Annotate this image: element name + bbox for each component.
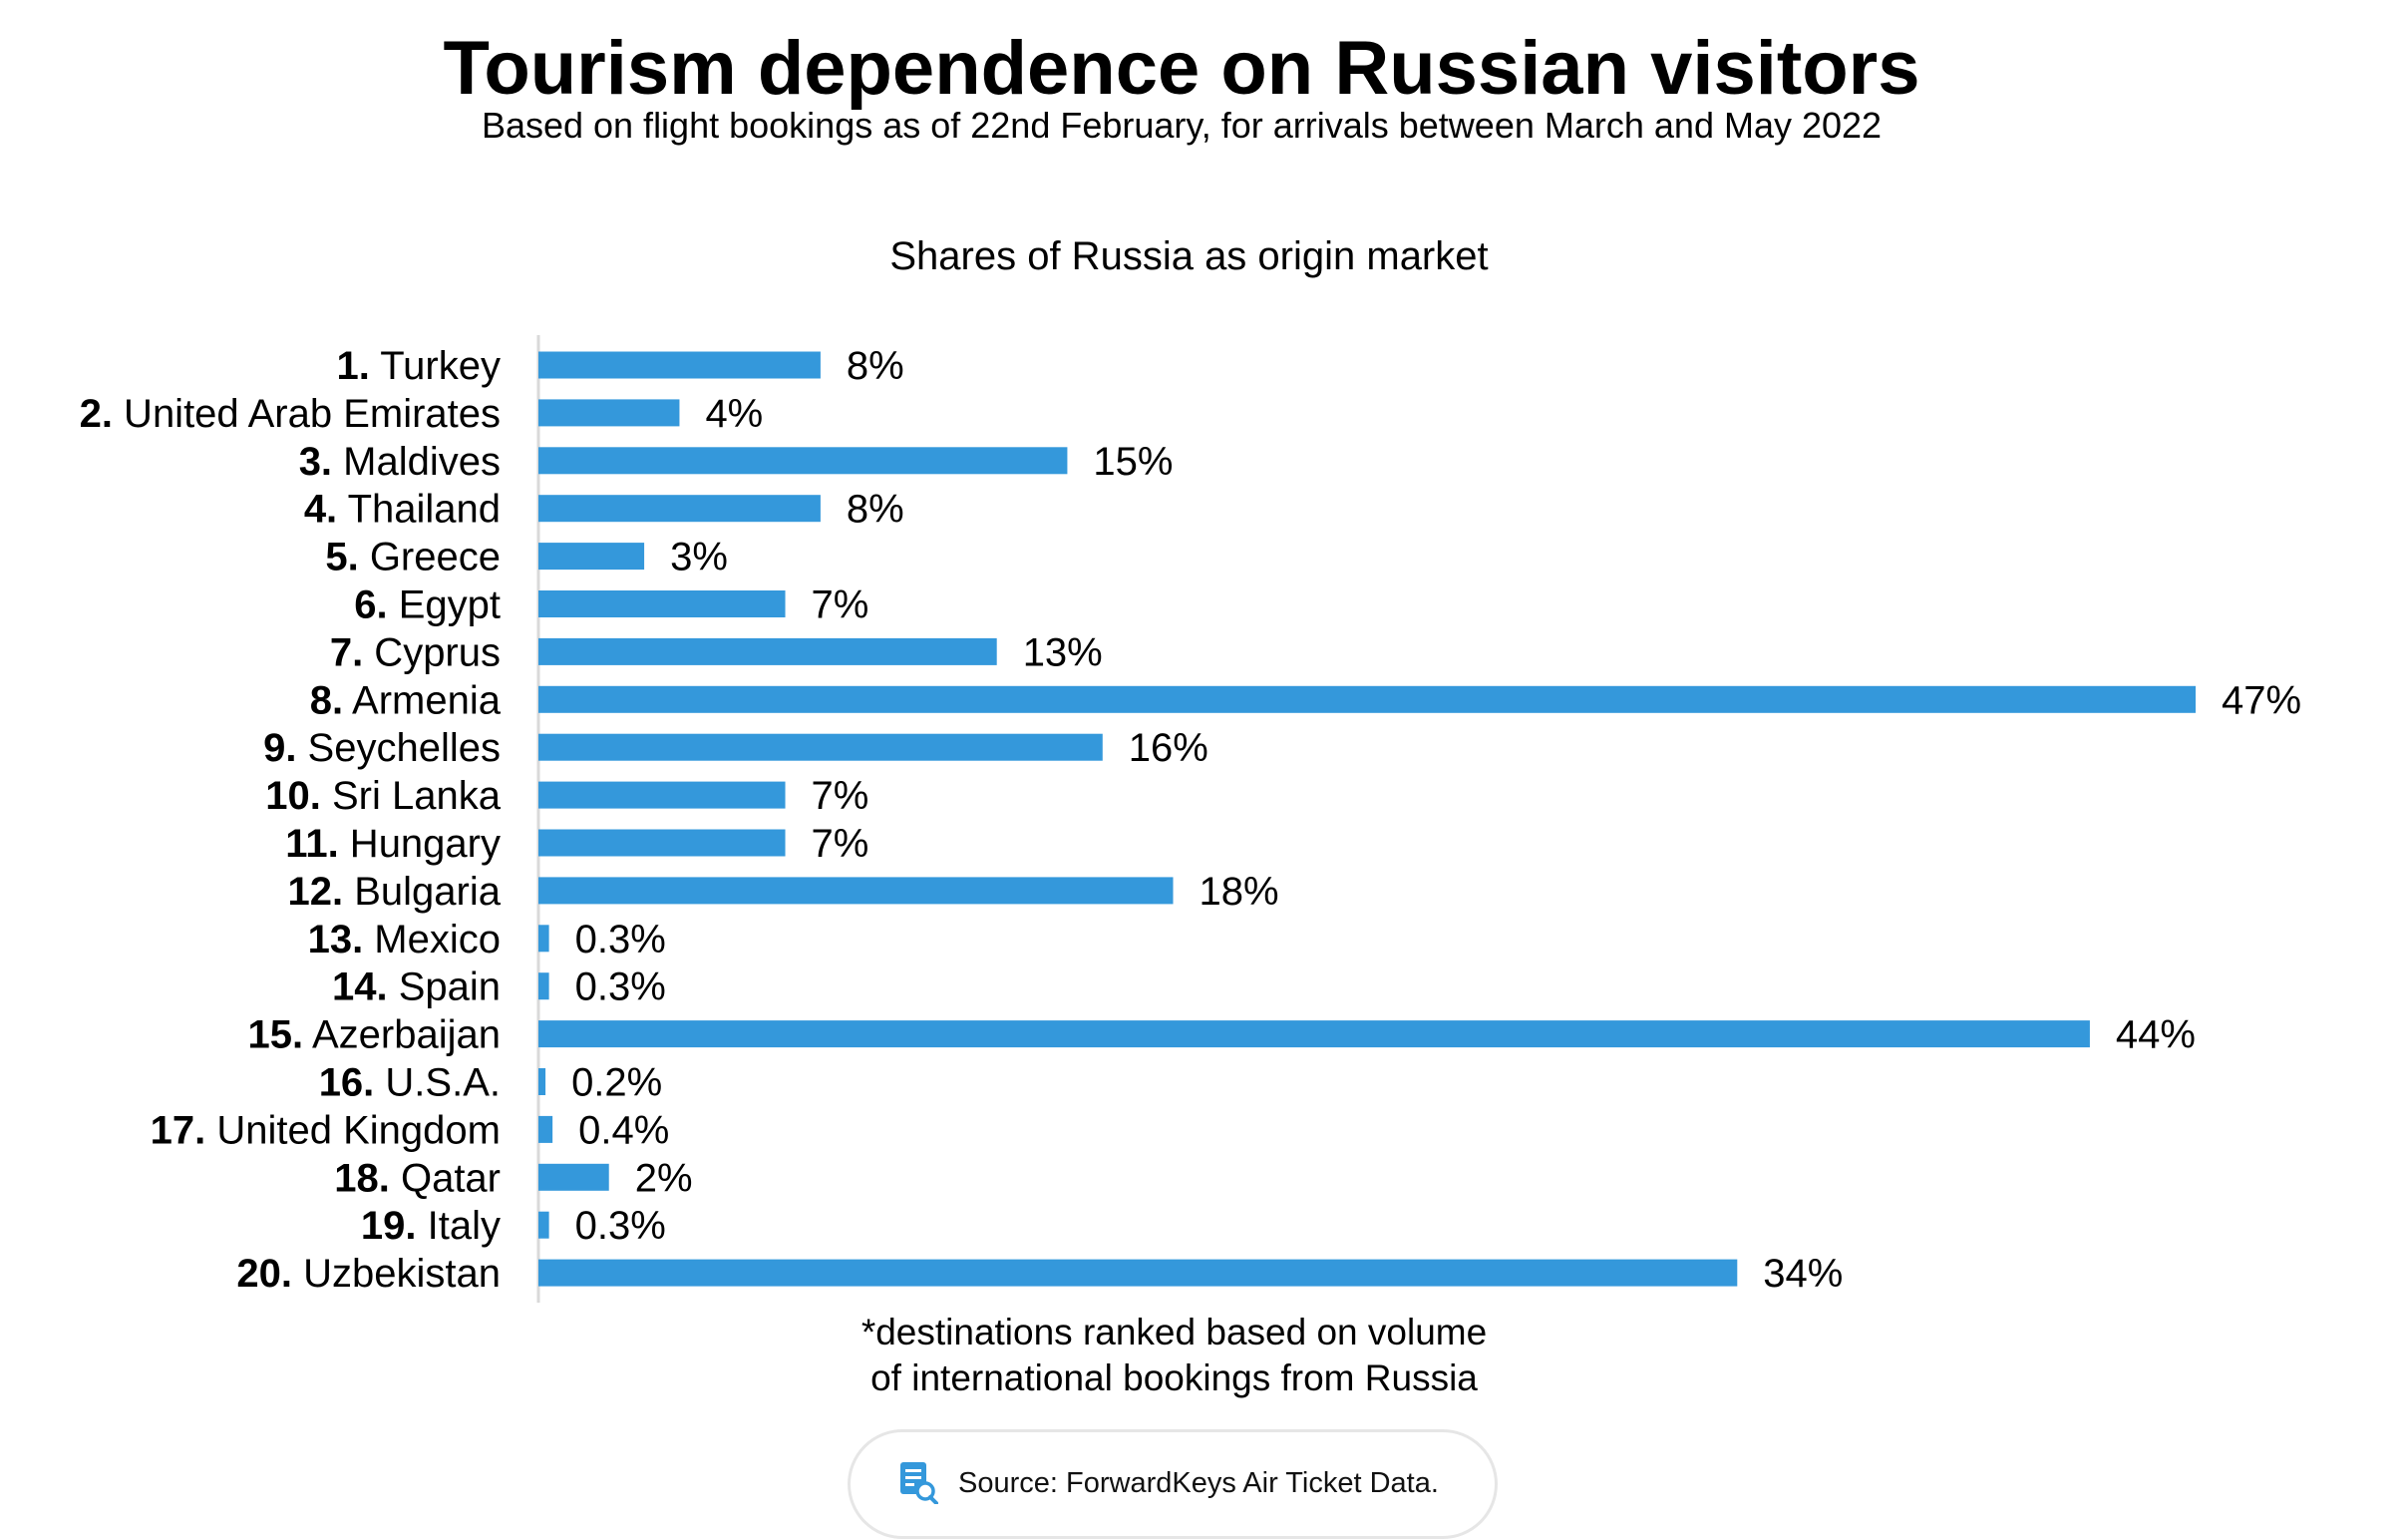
bar: [538, 733, 1103, 761]
data-label: 47%: [2222, 678, 2301, 722]
data-label: 16%: [1129, 726, 1208, 770]
data-label: 4%: [705, 392, 763, 436]
data-label: 7%: [812, 822, 869, 866]
category-label: 2. United Arab Emirates: [80, 392, 501, 436]
bar: [538, 1259, 1738, 1287]
footnote: *destinations ranked based on volume of …: [0, 1310, 2348, 1401]
page-subtitle: Based on flight bookings as of 22nd Febr…: [481, 105, 1883, 146]
category-label: 11. Hungary: [285, 822, 501, 866]
bar: [538, 447, 1068, 475]
data-label: 34%: [1763, 1252, 1843, 1296]
data-label: 13%: [1023, 630, 1103, 674]
bar: [538, 590, 786, 617]
category-label: 3. Maldives: [299, 440, 501, 484]
data-label: 0.3%: [575, 1204, 666, 1248]
data-label: 0.2%: [571, 1061, 662, 1105]
data-label: 18%: [1200, 870, 1279, 914]
data-label: 44%: [2116, 1013, 2196, 1057]
bar-chart: 8% 1. Turkey 4% 2. United Arab Emirates 15% 3…: [80, 335, 2301, 1304]
category-label: 19. Italy: [361, 1204, 501, 1248]
data-label: 7%: [812, 774, 869, 818]
bar: [538, 1068, 546, 1095]
data-label: 0.4%: [578, 1108, 669, 1152]
category-label: 1. Turkey: [336, 344, 501, 388]
category-label: 8. Armenia: [310, 678, 502, 722]
data-label: 8%: [847, 488, 904, 532]
bar: [538, 399, 680, 427]
document-search-icon: [900, 1462, 938, 1504]
bar: [538, 829, 786, 857]
data-label: 8%: [847, 344, 904, 388]
category-label: 10. Sri Lanka: [265, 774, 501, 818]
bar: [538, 1163, 609, 1191]
category-label: 13. Mexico: [308, 918, 501, 962]
category-label: 12. Bulgaria: [288, 870, 502, 914]
category-label: 5. Greece: [325, 536, 501, 579]
bar: [538, 781, 786, 809]
chart-title: Shares of Russia as origin market: [889, 234, 1489, 278]
bar: [538, 1115, 553, 1143]
category-label: 7. Cyprus: [330, 630, 501, 674]
bar: [538, 637, 997, 665]
data-label: 2%: [635, 1156, 693, 1200]
footnote-line-1: *destinations ranked based on volume: [860, 1312, 1488, 1352]
bar: [538, 1211, 549, 1239]
bar: [538, 1020, 2090, 1048]
category-label: 4. Thailand: [304, 488, 501, 532]
category-label: 15. Azerbaijan: [247, 1013, 501, 1057]
category-label: 14. Spain: [332, 965, 501, 1009]
data-label: 3%: [670, 536, 728, 579]
bar: [538, 877, 1174, 905]
data-label: 0.3%: [575, 965, 666, 1009]
bar: [538, 495, 821, 523]
category-label: 20. Uzbekistan: [236, 1252, 501, 1296]
data-label: 7%: [812, 583, 869, 627]
category-label: 9. Seychelles: [263, 726, 501, 770]
bar: [538, 972, 549, 1000]
page-title: Tourism dependence on Russian visitors: [443, 26, 1920, 111]
data-label: 15%: [1093, 440, 1173, 484]
source-text: Source: ForwardKeys Air Ticket Data.: [958, 1467, 1439, 1499]
category-label: 17. United Kingdom: [151, 1108, 501, 1152]
category-label: 6. Egypt: [354, 583, 501, 627]
bar: [538, 925, 549, 953]
footnote-line-2: of international bookings from Russia: [870, 1357, 1478, 1398]
data-label: 0.3%: [575, 918, 666, 962]
category-label: 16. U.S.A.: [319, 1061, 501, 1105]
bar: [538, 685, 2196, 713]
category-label: 18. Qatar: [334, 1156, 501, 1200]
bar: [538, 543, 645, 571]
bar: [538, 351, 821, 379]
